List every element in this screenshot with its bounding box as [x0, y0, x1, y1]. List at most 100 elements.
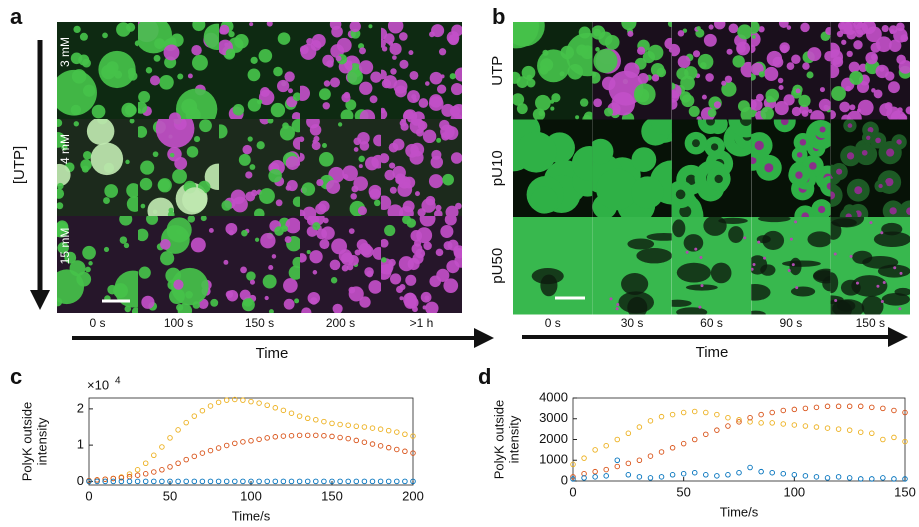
- droplet: [757, 240, 761, 244]
- data-point: [223, 478, 230, 485]
- droplet: [131, 307, 138, 313]
- droplet: [146, 216, 159, 225]
- micrograph: [830, 217, 910, 315]
- droplet: [845, 85, 852, 92]
- data-point: [321, 418, 327, 425]
- droplet: [124, 305, 132, 313]
- droplet: [82, 150, 92, 160]
- droplet: [292, 136, 300, 150]
- dark-region: [781, 260, 821, 267]
- data-point: [345, 435, 351, 442]
- column-label: 90 s: [780, 316, 803, 330]
- droplet: [820, 175, 831, 197]
- droplet: [677, 55, 691, 69]
- droplet-core: [679, 205, 692, 217]
- droplet: [329, 77, 341, 88]
- data-point: [603, 473, 609, 479]
- y-tick-label: 2: [77, 400, 84, 415]
- droplet: [405, 274, 417, 286]
- droplet: [61, 143, 68, 151]
- panel-label: a: [10, 4, 23, 29]
- droplet: [593, 98, 602, 108]
- droplet: [259, 188, 275, 204]
- droplet: [300, 45, 309, 55]
- data-point: [769, 409, 775, 416]
- droplet: [292, 256, 300, 269]
- droplet: [221, 200, 232, 211]
- droplet: [436, 84, 447, 94]
- droplet: [348, 228, 355, 234]
- x-tick-label: 150: [321, 488, 343, 503]
- data-point: [159, 478, 165, 485]
- droplet: [698, 305, 702, 309]
- droplet: [402, 200, 415, 213]
- data-point: [337, 434, 343, 441]
- droplet: [345, 99, 357, 111]
- droplet: [833, 252, 837, 256]
- data-point: [296, 478, 303, 485]
- droplet: [172, 168, 187, 184]
- droplet-core: [846, 152, 855, 160]
- data-point: [264, 435, 270, 441]
- data-point: [296, 432, 303, 439]
- droplet: [141, 295, 155, 309]
- data-point: [603, 442, 609, 449]
- droplet: [246, 271, 256, 281]
- droplet: [694, 247, 698, 251]
- dark-region: [683, 234, 704, 252]
- droplet: [773, 119, 796, 133]
- droplet: [795, 286, 799, 290]
- data-point: [647, 475, 654, 481]
- droplet: [671, 82, 676, 90]
- data-point: [669, 411, 676, 418]
- droplet: [285, 217, 300, 234]
- column-label: 60 s: [700, 316, 723, 330]
- data-point: [142, 460, 149, 467]
- data-point: [824, 425, 831, 431]
- data-point: [183, 456, 189, 463]
- data-point: [240, 439, 246, 445]
- droplet: [888, 81, 900, 94]
- droplet: [247, 136, 253, 142]
- x-tick-label: 100: [240, 488, 262, 503]
- data-point: [625, 460, 632, 467]
- droplet: [247, 68, 261, 82]
- data-point: [175, 478, 181, 485]
- droplet-core: [889, 207, 897, 215]
- droplet: [330, 277, 338, 284]
- data-point: [614, 463, 621, 470]
- droplet: [57, 119, 63, 127]
- data-point: [232, 478, 238, 485]
- data-point: [402, 448, 408, 455]
- data-point: [215, 399, 222, 406]
- droplet: [57, 227, 63, 238]
- droplet: [79, 32, 88, 41]
- y-tick-label: 3000: [539, 410, 568, 425]
- droplet: [159, 74, 174, 90]
- droplet: [705, 73, 714, 82]
- droplet: [880, 299, 884, 303]
- droplet: [249, 22, 254, 27]
- droplet: [91, 104, 106, 119]
- data-point: [151, 452, 157, 459]
- droplet: [228, 31, 235, 38]
- droplet: [429, 71, 443, 85]
- droplet: [152, 151, 159, 158]
- dark-region: [728, 226, 744, 243]
- droplet: [406, 218, 417, 228]
- micrograph: [671, 22, 752, 120]
- droplet: [623, 62, 640, 79]
- droplet: [681, 94, 695, 108]
- droplet: [450, 152, 462, 164]
- droplet: [291, 111, 300, 119]
- dark-region: [832, 299, 865, 315]
- droplet: [593, 28, 601, 37]
- droplet: [671, 98, 678, 110]
- droplet: [359, 109, 376, 119]
- droplet: [203, 23, 219, 51]
- data-point: [159, 467, 165, 473]
- data-point: [725, 472, 731, 478]
- data-point: [857, 403, 864, 410]
- droplet: [368, 184, 381, 199]
- droplet: [347, 69, 363, 85]
